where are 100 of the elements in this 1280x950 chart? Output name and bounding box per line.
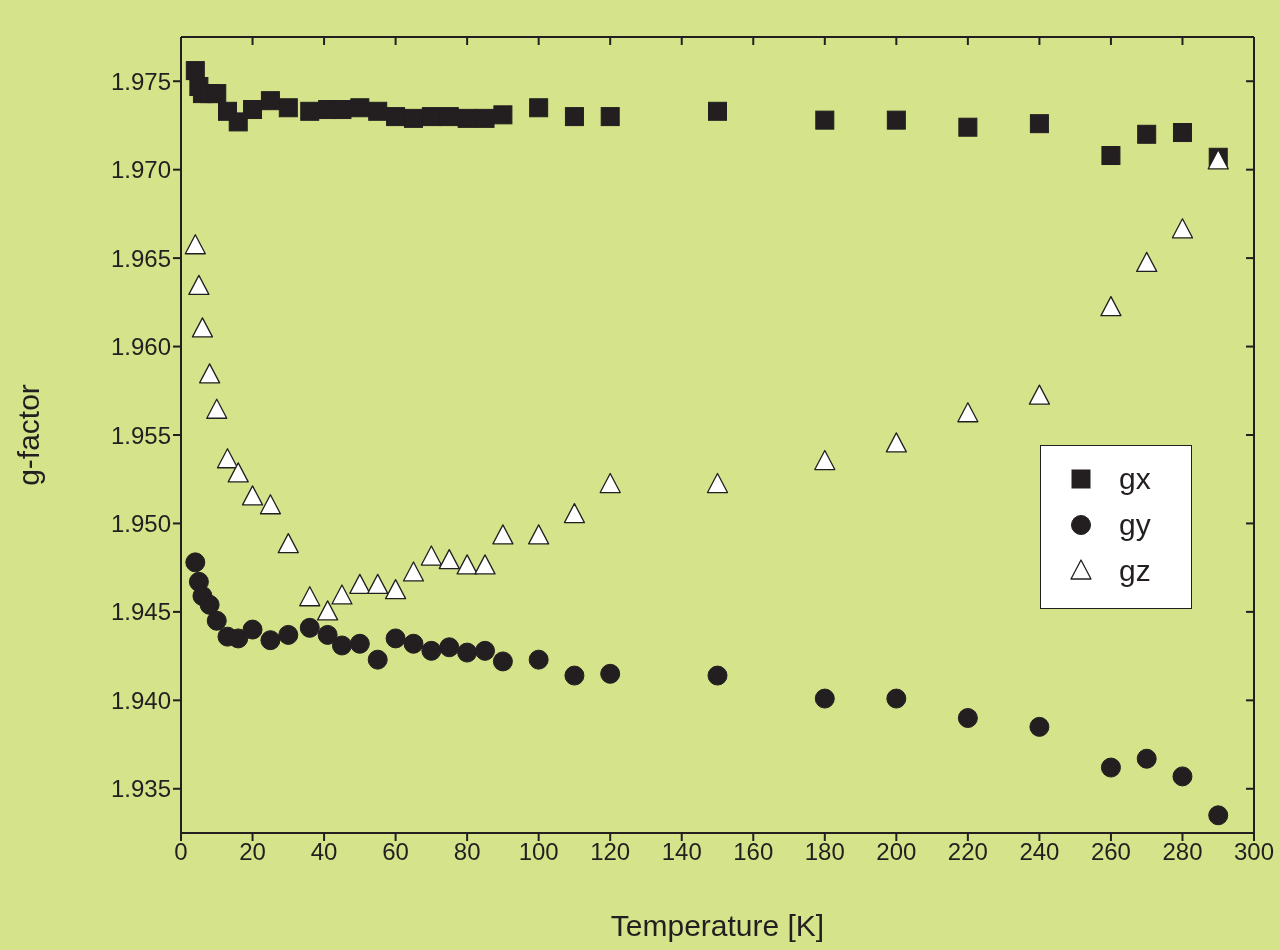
point [814,449,836,471]
y-tick-label: 1.945 [110,598,171,626]
point [707,665,728,686]
x-tick-label: 300 [1233,838,1275,866]
x-tick-label: 200 [876,838,917,866]
point [1136,251,1158,273]
point [331,635,352,656]
point [199,594,220,615]
point [242,619,263,640]
y-tick-label: 1.955 [110,421,171,449]
x-tick-label: 220 [947,838,988,866]
x-tick-label: 100 [518,838,559,866]
point [198,363,221,384]
point [886,110,906,130]
x-axis-title: Temperature [K] [610,909,825,942]
y-tick-label: 1.970 [110,156,171,184]
x-tick-label: 40 [310,838,338,866]
point [1029,114,1049,134]
point [206,398,228,419]
point [188,274,210,296]
point [492,651,513,672]
point [1100,757,1121,778]
point [317,624,338,645]
y-tick-label: 1.935 [110,775,171,803]
point [384,579,407,600]
point [259,494,282,515]
point [420,545,443,566]
point [528,524,550,545]
point [1172,766,1193,787]
point [299,586,321,607]
point [708,101,727,121]
point [241,485,264,506]
point [456,554,478,575]
point [885,432,907,453]
point [243,100,263,120]
point [277,533,299,554]
x-tick-label: 80 [453,838,481,866]
x-tick-label: 140 [661,838,702,866]
point [367,573,389,595]
y-tick-label: 1.960 [110,333,171,361]
point [1137,124,1157,144]
point [260,630,281,651]
point [1028,384,1051,405]
point [227,462,249,483]
x-tick-label: 20 [239,838,266,866]
point [316,600,339,621]
point [1171,218,1194,239]
point [886,688,907,709]
point [299,617,320,638]
point [439,637,460,658]
point [278,624,299,645]
point [300,101,320,121]
legend-label: gx [1119,462,1151,496]
point [957,402,979,423]
point [1208,805,1229,826]
y-tick-label: 1.975 [110,67,171,95]
point [958,117,978,137]
point [1101,146,1121,166]
point [957,708,978,729]
point [600,663,621,684]
point [564,665,585,686]
point [706,472,729,494]
point [206,610,227,631]
point [349,573,371,595]
legend-label: gy [1119,508,1151,542]
point [474,554,496,575]
point [260,91,280,111]
point [1029,716,1050,737]
point [563,502,586,524]
point [1100,295,1122,317]
point [349,633,370,654]
x-tick-label: 280 [1162,838,1203,866]
point [207,84,227,104]
point [191,317,214,338]
point [216,448,239,469]
y-tick-label: 1.950 [110,509,171,537]
point [600,107,620,127]
y-tick-label: 1.965 [110,244,171,272]
y-tick-label: 1.940 [110,686,171,714]
x-tick-label: 120 [590,838,631,866]
point [457,642,478,663]
point [528,649,549,670]
x-tick-label: 0 [174,838,188,866]
legend-label: gz [1119,554,1151,588]
point [475,640,496,661]
point [438,548,460,570]
point [185,552,206,573]
x-tick-label: 160 [733,838,774,866]
point [367,649,388,670]
point [493,105,513,125]
y-axis-title: g-factor [11,384,45,486]
point [184,234,206,255]
point [421,640,442,661]
point [599,472,621,494]
point [564,107,584,127]
x-tick-label: 60 [382,838,409,866]
x-tick-label: 260 [1090,838,1131,866]
point [815,110,835,130]
point [492,524,514,545]
point [228,628,249,649]
